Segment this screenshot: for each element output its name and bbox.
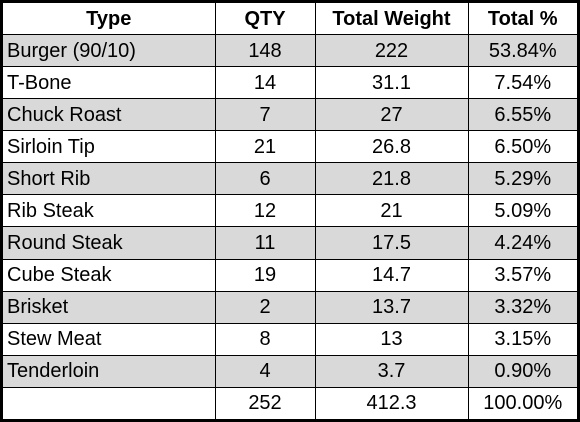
percent-cell: 7.54% xyxy=(467,66,577,100)
weight-cell: 17.5 xyxy=(314,226,469,260)
qty-cell: 14 xyxy=(214,66,316,100)
qty-cell: 2 xyxy=(214,290,316,324)
header-total-weight: Total Weight xyxy=(314,3,469,35)
type-cell: Tenderloin xyxy=(3,354,216,388)
qty-cell: 19 xyxy=(214,258,316,292)
weight-cell: 27 xyxy=(314,98,469,132)
totals-type-cell xyxy=(3,386,216,419)
type-cell: Stew Meat xyxy=(3,322,216,356)
table-row: Short Rib 6 21.8 5.29% xyxy=(3,162,577,196)
totals-qty-cell: 252 xyxy=(214,386,316,419)
percent-cell: 6.55% xyxy=(467,98,577,132)
percent-cell: 3.32% xyxy=(467,290,577,324)
weight-cell: 21.8 xyxy=(314,162,469,196)
percent-cell: 3.15% xyxy=(467,322,577,356)
qty-cell: 21 xyxy=(214,130,316,164)
percent-cell: 5.29% xyxy=(467,162,577,196)
percent-cell: 6.50% xyxy=(467,130,577,164)
weight-cell: 21 xyxy=(314,194,469,228)
header-row: Type QTY Total Weight Total % xyxy=(3,3,577,35)
qty-cell: 6 xyxy=(214,162,316,196)
table-row: T-Bone 14 31.1 7.54% xyxy=(3,66,577,100)
qty-cell: 7 xyxy=(214,98,316,132)
totals-percent-cell: 100.00% xyxy=(467,386,577,419)
meat-inventory-table: Type QTY Total Weight Total % Burger (90… xyxy=(3,3,577,419)
header-type: Type xyxy=(3,3,216,35)
table-row: Chuck Roast 7 27 6.55% xyxy=(3,98,577,132)
percent-cell: 53.84% xyxy=(467,33,577,68)
weight-cell: 3.7 xyxy=(314,354,469,388)
header-total-percent: Total % xyxy=(467,3,577,35)
type-cell: Chuck Roast xyxy=(3,98,216,132)
type-cell: T-Bone xyxy=(3,66,216,100)
type-cell: Brisket xyxy=(3,290,216,324)
table-row: Sirloin Tip 21 26.8 6.50% xyxy=(3,130,577,164)
table-row: Brisket 2 13.7 3.32% xyxy=(3,290,577,324)
weight-cell: 222 xyxy=(314,33,469,68)
qty-cell: 4 xyxy=(214,354,316,388)
weight-cell: 31.1 xyxy=(314,66,469,100)
header-qty: QTY xyxy=(214,3,316,35)
table-row: Round Steak 11 17.5 4.24% xyxy=(3,226,577,260)
weight-cell: 14.7 xyxy=(314,258,469,292)
type-cell: Rib Steak xyxy=(3,194,216,228)
percent-cell: 5.09% xyxy=(467,194,577,228)
qty-cell: 12 xyxy=(214,194,316,228)
percent-cell: 0.90% xyxy=(467,354,577,388)
totals-weight-cell: 412.3 xyxy=(314,386,469,419)
weight-cell: 13.7 xyxy=(314,290,469,324)
qty-cell: 11 xyxy=(214,226,316,260)
table-row: Burger (90/10) 148 222 53.84% xyxy=(3,33,577,68)
totals-row: 252 412.3 100.00% xyxy=(3,386,577,419)
type-cell: Short Rib xyxy=(3,162,216,196)
percent-cell: 3.57% xyxy=(467,258,577,292)
table-row: Stew Meat 8 13 3.15% xyxy=(3,322,577,356)
type-cell: Sirloin Tip xyxy=(3,130,216,164)
type-cell: Round Steak xyxy=(3,226,216,260)
type-cell: Burger (90/10) xyxy=(3,33,216,68)
type-cell: Cube Steak xyxy=(3,258,216,292)
qty-cell: 148 xyxy=(214,33,316,68)
table-row: Tenderloin 4 3.7 0.90% xyxy=(3,354,577,388)
table-row: Cube Steak 19 14.7 3.57% xyxy=(3,258,577,292)
weight-cell: 13 xyxy=(314,322,469,356)
table-row: Rib Steak 12 21 5.09% xyxy=(3,194,577,228)
qty-cell: 8 xyxy=(214,322,316,356)
weight-cell: 26.8 xyxy=(314,130,469,164)
percent-cell: 4.24% xyxy=(467,226,577,260)
